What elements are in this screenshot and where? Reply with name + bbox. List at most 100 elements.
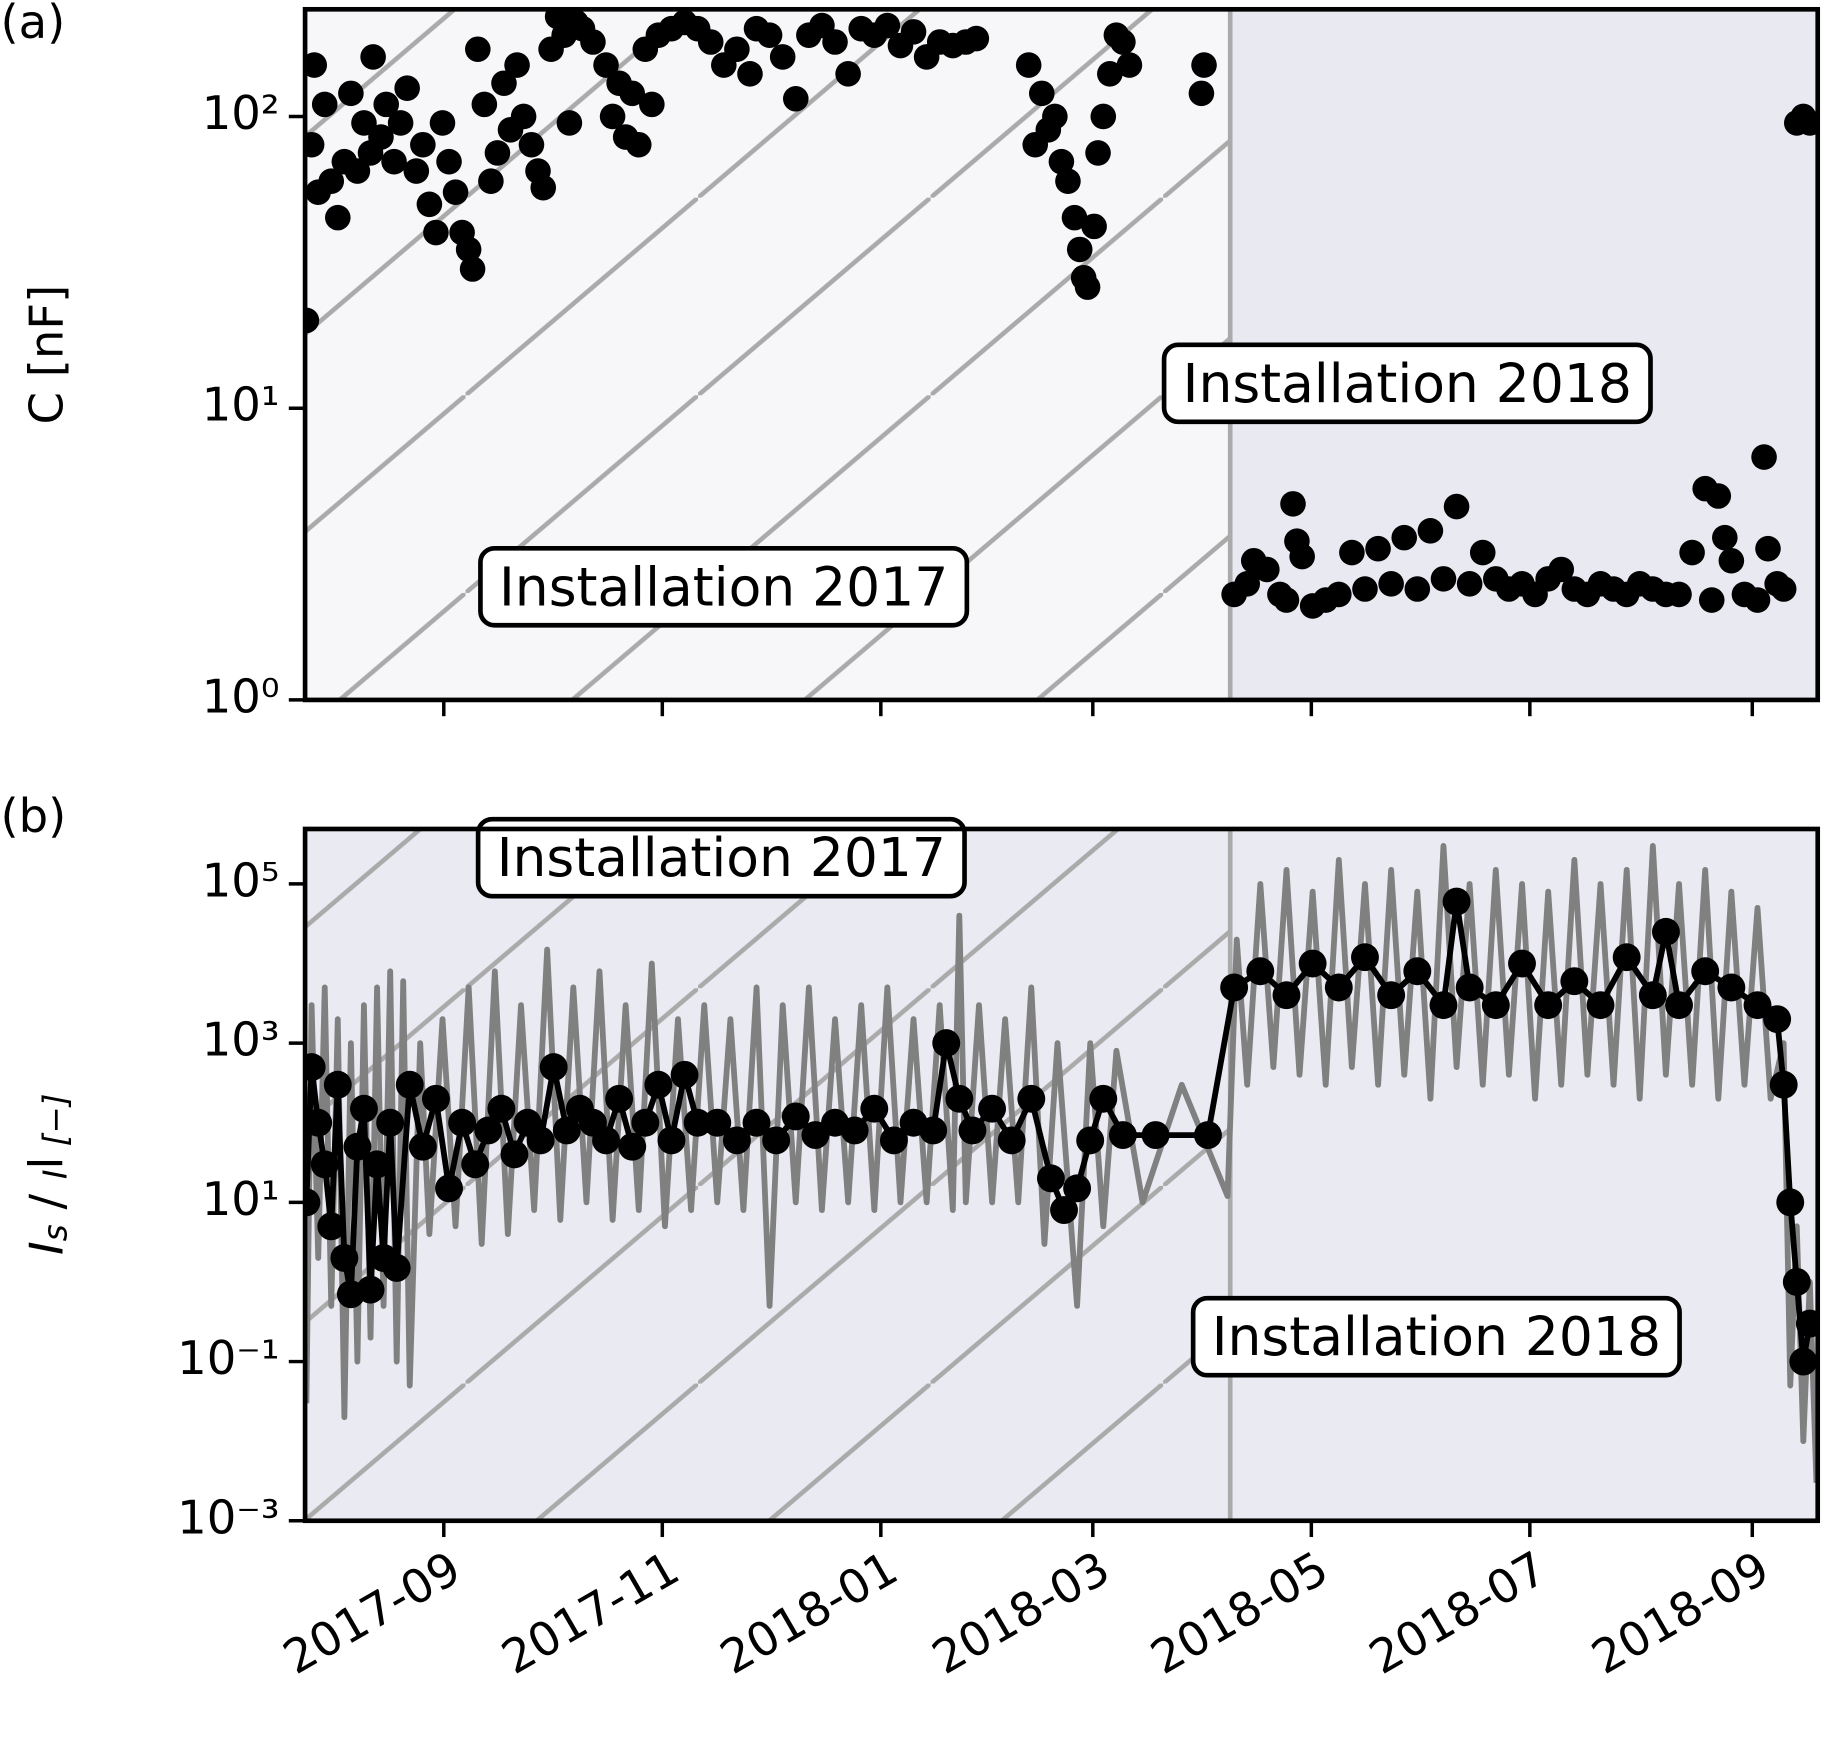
- point: [1066, 236, 1093, 263]
- marker: [945, 1084, 974, 1113]
- point: [403, 158, 430, 184]
- point: [305, 307, 320, 334]
- point: [1061, 204, 1088, 231]
- marker: [1665, 991, 1693, 1020]
- point: [1085, 140, 1111, 166]
- marker: [1089, 1084, 1118, 1113]
- marker: [997, 1126, 1026, 1155]
- marker: [552, 1116, 581, 1145]
- point: [580, 29, 606, 55]
- marker: [487, 1094, 516, 1123]
- y-tick-label: 10⁻¹: [177, 1331, 279, 1385]
- marker: [1108, 1121, 1137, 1150]
- point: [429, 110, 456, 136]
- point: [518, 131, 545, 158]
- point: [305, 52, 328, 78]
- point: [639, 91, 665, 118]
- marker: [526, 1126, 555, 1155]
- point: [360, 44, 386, 70]
- point: [1770, 576, 1797, 602]
- point: [504, 52, 530, 78]
- marker: [1743, 991, 1772, 1020]
- point: [1469, 539, 1496, 566]
- point: [471, 91, 498, 118]
- annotation: Installation 2017: [497, 826, 946, 889]
- annotation-box: [1161, 342, 1653, 425]
- point: [394, 75, 420, 101]
- point: [1352, 576, 1378, 602]
- point: [510, 103, 537, 130]
- annotation-box: [475, 816, 967, 899]
- point: [1443, 493, 1470, 520]
- point: [1339, 539, 1365, 566]
- hatch: [305, 828, 1231, 1521]
- marker: [978, 1094, 1007, 1123]
- y-tick-label: 10⁵: [202, 853, 280, 907]
- marker: [1612, 943, 1641, 972]
- annotations: Installation 2017 Installation 2018: [475, 816, 1682, 1378]
- marker: [1481, 991, 1510, 1020]
- marker: [919, 1116, 948, 1145]
- point: [1744, 587, 1771, 613]
- y-label-part: l: [19, 1157, 73, 1170]
- marker: [305, 1108, 333, 1137]
- point: [1188, 80, 1215, 107]
- point: [1110, 29, 1136, 55]
- point: [1234, 571, 1260, 597]
- point: [1705, 483, 1732, 509]
- marker: [1246, 957, 1275, 986]
- point: [1191, 52, 1217, 78]
- marker: [1769, 1070, 1798, 1099]
- marker: [1377, 981, 1406, 1010]
- marker: [376, 1108, 405, 1137]
- marker: [1795, 1309, 1818, 1338]
- point: [1028, 80, 1055, 107]
- marker: [539, 1053, 568, 1082]
- marker: [305, 1188, 321, 1217]
- point: [1015, 52, 1042, 78]
- point: [338, 80, 364, 107]
- point: [593, 52, 619, 78]
- point: [1365, 535, 1391, 562]
- point: [599, 103, 626, 130]
- marker: [1586, 991, 1615, 1020]
- annotations: Installation 2017 Installation 2018: [478, 342, 1653, 628]
- marker: [781, 1102, 810, 1131]
- x-tick-label: 2018-07: [1360, 1541, 1555, 1685]
- y-label-subscript: s: [37, 1224, 75, 1241]
- annotation: Installation 2017: [499, 555, 948, 618]
- marker: [1220, 973, 1249, 1002]
- y-tick-label: 10¹: [202, 378, 280, 432]
- point: [1116, 52, 1143, 78]
- marker: [605, 1084, 634, 1113]
- point: [1074, 274, 1101, 300]
- marker: [657, 1126, 686, 1155]
- point: [1698, 587, 1725, 613]
- marker: [670, 1060, 699, 1089]
- x-tick-label: 2018-01: [711, 1541, 906, 1685]
- point: [1666, 581, 1692, 608]
- y-axis-label: C [nF]: [19, 285, 73, 425]
- point: [619, 80, 646, 107]
- marker: [631, 1108, 660, 1137]
- point: [410, 131, 436, 158]
- marker: [1050, 1196, 1078, 1225]
- point: [1751, 444, 1777, 470]
- point: [874, 12, 901, 39]
- y-label-part: I: [19, 1241, 73, 1255]
- x-tick-label: 2017-11: [493, 1541, 688, 1685]
- point: [351, 110, 377, 136]
- marker: [330, 1244, 359, 1272]
- annotation: Installation 2018: [1212, 1305, 1661, 1368]
- annotation-box: [1190, 1295, 1682, 1378]
- marker: [618, 1132, 647, 1161]
- marker: [762, 1126, 791, 1155]
- point: [1042, 103, 1068, 130]
- point: [1404, 576, 1431, 602]
- point: [1289, 543, 1315, 570]
- point: [1797, 110, 1818, 136]
- point: [963, 25, 990, 52]
- marker: [932, 1029, 961, 1058]
- marker: [1638, 981, 1667, 1010]
- marker: [1442, 887, 1471, 916]
